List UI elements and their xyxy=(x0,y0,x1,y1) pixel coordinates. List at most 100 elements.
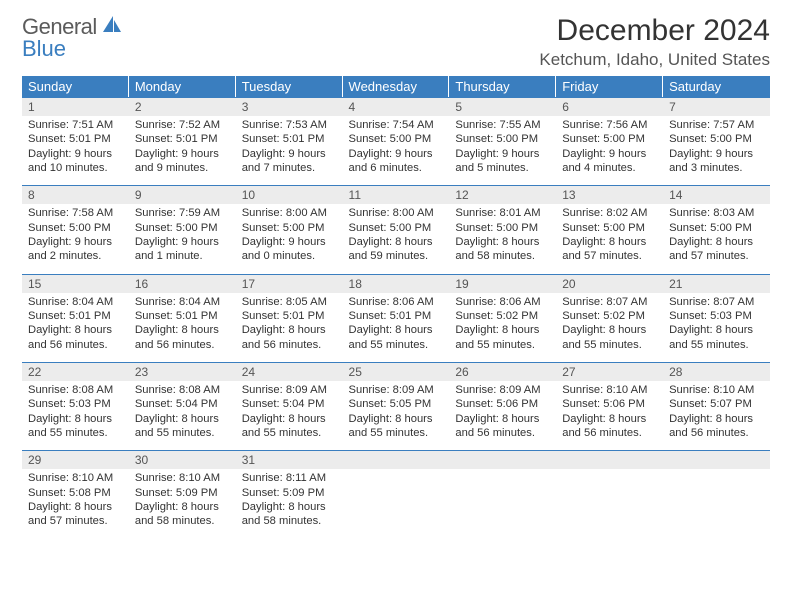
day-number: 8 xyxy=(22,186,129,204)
sunset-text: Sunset: 5:00 PM xyxy=(242,221,337,235)
calendar-cell: 30Sunrise: 8:10 AMSunset: 5:09 PMDayligh… xyxy=(129,450,236,538)
weekday-header: Saturday xyxy=(663,76,770,97)
sunset-text: Sunset: 5:05 PM xyxy=(349,397,444,411)
calendar-cell: 17Sunrise: 8:05 AMSunset: 5:01 PMDayligh… xyxy=(236,274,343,362)
sunrise-text: Sunrise: 8:10 AM xyxy=(28,471,123,485)
calendar-cell: 15Sunrise: 8:04 AMSunset: 5:01 PMDayligh… xyxy=(22,274,129,362)
sunset-text: Sunset: 5:04 PM xyxy=(135,397,230,411)
sail-icon xyxy=(101,14,123,40)
day-number: 9 xyxy=(129,186,236,204)
empty-day-body xyxy=(343,469,450,521)
day-details: Sunrise: 8:10 AMSunset: 5:09 PMDaylight:… xyxy=(129,469,236,538)
sunrise-text: Sunrise: 8:06 AM xyxy=(455,295,550,309)
calendar-week-row: 8Sunrise: 7:58 AMSunset: 5:00 PMDaylight… xyxy=(22,185,770,273)
daylight-text: Daylight: 8 hours and 56 minutes. xyxy=(135,323,230,352)
sunset-text: Sunset: 5:01 PM xyxy=(135,309,230,323)
weekday-header: Monday xyxy=(129,76,236,97)
daylight-text: Daylight: 8 hours and 55 minutes. xyxy=(242,412,337,441)
day-number: 14 xyxy=(663,186,770,204)
sunrise-text: Sunrise: 8:01 AM xyxy=(455,206,550,220)
daylight-text: Daylight: 9 hours and 3 minutes. xyxy=(669,147,764,176)
calendar-cell: 31Sunrise: 8:11 AMSunset: 5:09 PMDayligh… xyxy=(236,450,343,538)
sunrise-text: Sunrise: 8:09 AM xyxy=(242,383,337,397)
day-details: Sunrise: 8:09 AMSunset: 5:04 PMDaylight:… xyxy=(236,381,343,450)
sunset-text: Sunset: 5:06 PM xyxy=(455,397,550,411)
sunset-text: Sunset: 5:00 PM xyxy=(349,132,444,146)
day-details: Sunrise: 8:09 AMSunset: 5:05 PMDaylight:… xyxy=(343,381,450,450)
day-details: Sunrise: 8:09 AMSunset: 5:06 PMDaylight:… xyxy=(449,381,556,450)
day-number: 6 xyxy=(556,98,663,116)
sunrise-text: Sunrise: 7:56 AM xyxy=(562,118,657,132)
daylight-text: Daylight: 9 hours and 2 minutes. xyxy=(28,235,123,264)
daylight-text: Daylight: 8 hours and 55 minutes. xyxy=(669,323,764,352)
calendar-week-row: 29 Sunrise: 8:10 AMSunset: 5:08 PMDayligh… xyxy=(22,450,770,538)
day-number: 3 xyxy=(236,98,343,116)
daylight-text: Daylight: 9 hours and 9 minutes. xyxy=(135,147,230,176)
day-details: Sunrise: 8:08 AMSunset: 5:03 PMDaylight:… xyxy=(22,381,129,450)
calendar-cell: 28Sunrise: 8:10 AMSunset: 5:07 PMDayligh… xyxy=(663,362,770,450)
daylight-text: Daylight: 8 hours and 56 minutes. xyxy=(455,412,550,441)
calendar-cell: 18Sunrise: 8:06 AMSunset: 5:01 PMDayligh… xyxy=(343,274,450,362)
calendar-cell xyxy=(449,450,556,538)
calendar-cell xyxy=(343,450,450,538)
day-details: Sunrise: 8:10 AMSunset: 5:07 PMDaylight:… xyxy=(663,381,770,450)
sunset-text: Sunset: 5:02 PM xyxy=(562,309,657,323)
calendar-cell: 1Sunrise: 7:51 AMSunset: 5:01 PMDaylight… xyxy=(22,97,129,185)
sunrise-text: Sunrise: 7:52 AM xyxy=(135,118,230,132)
daylight-text: Daylight: 8 hours and 55 minutes. xyxy=(349,323,444,352)
day-details: Sunrise: 8:02 AMSunset: 5:00 PMDaylight:… xyxy=(556,204,663,273)
sunset-text: Sunset: 5:01 PM xyxy=(135,132,230,146)
day-number: 30 xyxy=(129,451,236,469)
weekday-header: Tuesday xyxy=(236,76,343,97)
weekday-header: Sunday xyxy=(22,76,129,97)
empty-day-body xyxy=(663,469,770,521)
day-number: 24 xyxy=(236,363,343,381)
sunrise-text: Sunrise: 8:10 AM xyxy=(562,383,657,397)
day-details: Sunrise: 8:07 AMSunset: 5:02 PMDaylight:… xyxy=(556,293,663,362)
day-details: Sunrise: 8:10 AMSunset: 5:06 PMDaylight:… xyxy=(556,381,663,450)
day-details: Sunrise: 7:52 AMSunset: 5:01 PMDaylight:… xyxy=(129,116,236,185)
day-number: 29 xyxy=(22,451,129,469)
sunrise-text: Sunrise: 8:10 AM xyxy=(669,383,764,397)
sunrise-text: Sunrise: 7:53 AM xyxy=(242,118,337,132)
calendar-cell: 5Sunrise: 7:55 AMSunset: 5:00 PMDaylight… xyxy=(449,97,556,185)
calendar-cell: 22Sunrise: 8:08 AMSunset: 5:03 PMDayligh… xyxy=(22,362,129,450)
day-number: 28 xyxy=(663,363,770,381)
sunrise-text: Sunrise: 7:58 AM xyxy=(28,206,123,220)
calendar-week-row: 15Sunrise: 8:04 AMSunset: 5:01 PMDayligh… xyxy=(22,274,770,362)
sunset-text: Sunset: 5:08 PM xyxy=(28,486,123,500)
calendar-cell: 26Sunrise: 8:09 AMSunset: 5:06 PMDayligh… xyxy=(449,362,556,450)
sunrise-text: Sunrise: 8:04 AM xyxy=(135,295,230,309)
sunrise-text: Sunrise: 7:59 AM xyxy=(135,206,230,220)
sunset-text: Sunset: 5:01 PM xyxy=(242,309,337,323)
daylight-text: Daylight: 9 hours and 4 minutes. xyxy=(562,147,657,176)
calendar-cell: 24Sunrise: 8:09 AMSunset: 5:04 PMDayligh… xyxy=(236,362,343,450)
calendar-cell: 8Sunrise: 7:58 AMSunset: 5:00 PMDaylight… xyxy=(22,185,129,273)
daylight-text: Daylight: 8 hours and 57 minutes. xyxy=(28,500,123,529)
sunset-text: Sunset: 5:00 PM xyxy=(455,132,550,146)
daylight-text: Daylight: 9 hours and 10 minutes. xyxy=(28,147,123,176)
day-details: Sunrise: 7:55 AMSunset: 5:00 PMDaylight:… xyxy=(449,116,556,185)
daylight-text: Daylight: 9 hours and 6 minutes. xyxy=(349,147,444,176)
calendar-cell: 13Sunrise: 8:02 AMSunset: 5:00 PMDayligh… xyxy=(556,185,663,273)
sunrise-text: Sunrise: 8:07 AM xyxy=(669,295,764,309)
calendar-cell: 19Sunrise: 8:06 AMSunset: 5:02 PMDayligh… xyxy=(449,274,556,362)
sunrise-text: Sunrise: 8:08 AM xyxy=(28,383,123,397)
calendar-cell: 23Sunrise: 8:08 AMSunset: 5:04 PMDayligh… xyxy=(129,362,236,450)
sunset-text: Sunset: 5:09 PM xyxy=(242,486,337,500)
weekday-header: Wednesday xyxy=(343,76,450,97)
calendar-cell: 7Sunrise: 7:57 AMSunset: 5:00 PMDaylight… xyxy=(663,97,770,185)
sunset-text: Sunset: 5:00 PM xyxy=(135,221,230,235)
calendar-cell: 14Sunrise: 8:03 AMSunset: 5:00 PMDayligh… xyxy=(663,185,770,273)
daylight-text: Daylight: 8 hours and 55 minutes. xyxy=(349,412,444,441)
sunrise-text: Sunrise: 8:06 AM xyxy=(349,295,444,309)
day-number: 10 xyxy=(236,186,343,204)
daylight-text: Daylight: 8 hours and 56 minutes. xyxy=(562,412,657,441)
day-details: Sunrise: 7:58 AMSunset: 5:00 PMDaylight:… xyxy=(22,204,129,273)
daylight-text: Daylight: 8 hours and 55 minutes. xyxy=(135,412,230,441)
day-details: Sunrise: 8:00 AMSunset: 5:00 PMDaylight:… xyxy=(236,204,343,273)
day-number: 4 xyxy=(343,98,450,116)
sunrise-text: Sunrise: 8:00 AM xyxy=(349,206,444,220)
day-number: 11 xyxy=(343,186,450,204)
sunrise-text: Sunrise: 8:08 AM xyxy=(135,383,230,397)
